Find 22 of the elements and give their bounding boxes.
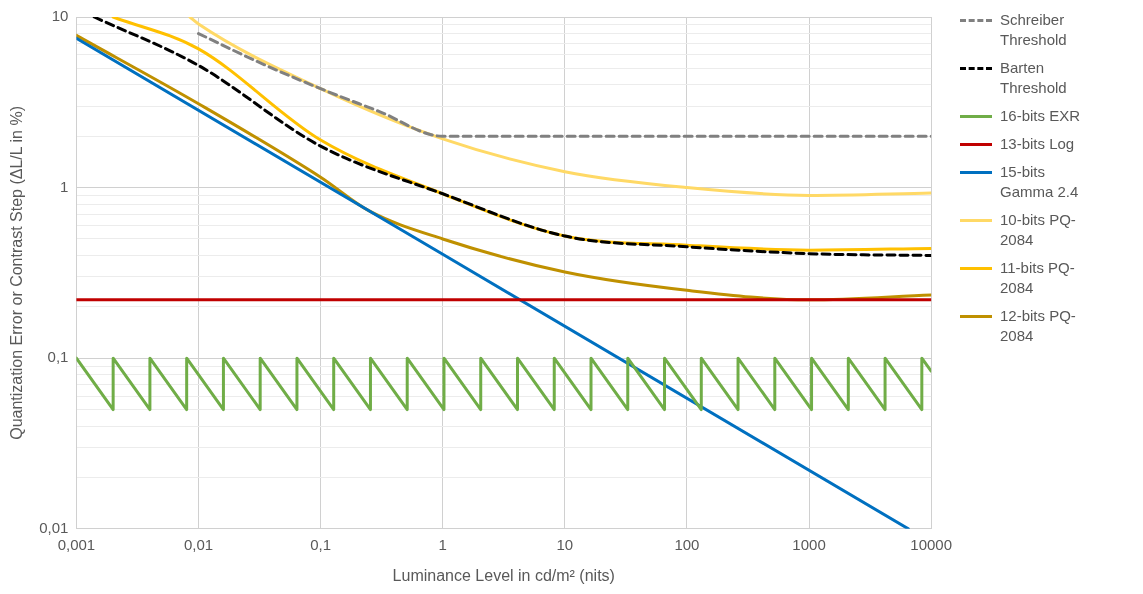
legend-label: 16-bits EXR [1000,106,1082,126]
y-tick-label: 0,01 [39,518,69,536]
legend-label: 10-bits PQ-2084 [1000,210,1077,250]
legend-label: 11-bits PQ-2084 [1000,258,1076,298]
x-tick-label: 1 [438,535,447,553]
legend-label: 15-bits Gamma 2.4 [1000,162,1080,202]
x-tick-label: 0,001 [57,535,96,553]
y-tick-label: 0,1 [47,348,69,366]
x-tick-label: 10 [556,535,574,553]
legend-label: 13-bits Log [1000,134,1076,154]
legend-label: 12-bits PQ-2084 [1000,306,1077,346]
y-tick-label: 1 [60,177,69,195]
x-tick-label: 10000 [910,535,952,553]
x-tick-label: 100 [674,535,700,553]
y-axis-title: Quantization Error or Contrast Step (ΔL/L in %) [8,106,26,440]
x-tick-label: 0,1 [310,535,332,553]
x-tick-label: 1000 [792,535,826,553]
y-tick-label: 10 [51,7,69,25]
legend-label: Schreiber Threshold [1000,10,1068,50]
x-tick-label: 0,01 [183,535,214,553]
legend-label: Barten Threshold [1000,58,1068,98]
x-axis-title: Luminance Level in cd/m² (nits) [392,566,615,584]
